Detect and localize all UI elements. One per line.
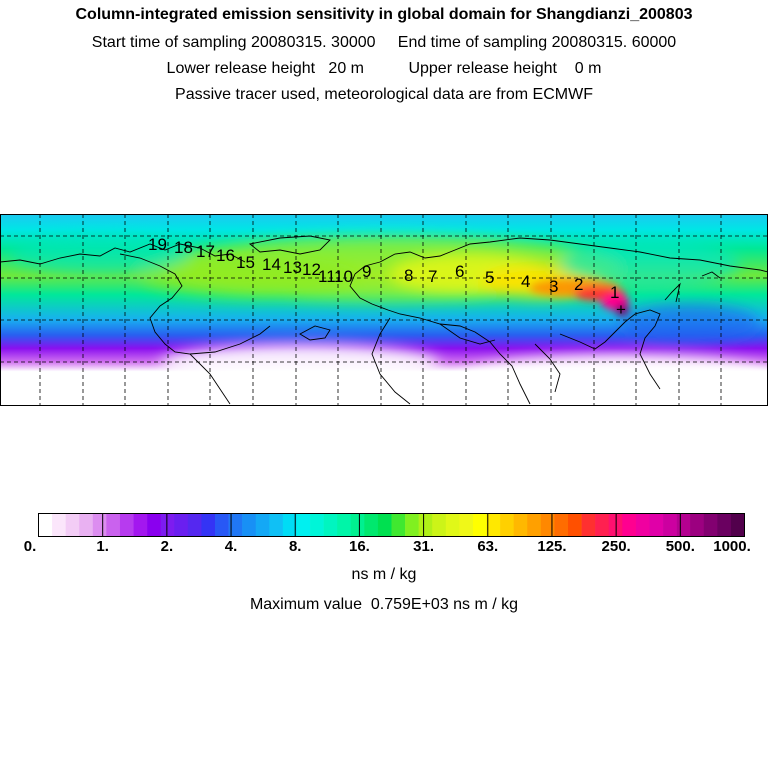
- colorbar-cell: [622, 513, 637, 537]
- colorbar-cell: [418, 513, 433, 537]
- colorbar-tick-label: 1.: [96, 538, 109, 555]
- colorbar-cell: [364, 513, 379, 537]
- receptor-marker: +: [616, 300, 626, 319]
- colorbar-cell: [472, 513, 487, 537]
- colorbar-cell: [581, 513, 596, 537]
- trajectory-label-17: 17: [196, 242, 215, 261]
- colorbar-tick-label: 8.: [288, 538, 302, 555]
- colorbar-cell: [242, 513, 257, 537]
- trajectory-label-2: 2: [574, 275, 583, 294]
- colorbar-cell: [459, 513, 474, 537]
- lat-lon-grid: [0, 214, 768, 406]
- colorbar-cell: [255, 513, 270, 537]
- colorbar: [38, 513, 745, 537]
- colorbar-cell: [513, 513, 528, 537]
- colorbar-cell: [690, 513, 705, 537]
- trajectory-label-4: 4: [521, 272, 530, 291]
- colorbar-cell: [269, 513, 284, 537]
- trajectory-label-15: 15: [236, 253, 255, 272]
- colorbar-tick-label: 31.: [413, 538, 435, 555]
- colorbar-cell: [635, 513, 650, 537]
- colorbar-cell: [350, 513, 365, 537]
- colorbar-cell: [228, 513, 243, 537]
- colorbar-cell: [540, 513, 555, 537]
- colorbar-cell: [703, 513, 718, 537]
- trajectory-label-14: 14: [262, 255, 281, 274]
- trajectory-label-19: 19: [148, 235, 167, 254]
- release-height-line: Lower release height 20 m Upper release …: [166, 60, 602, 77]
- colorbar-cell: [282, 513, 297, 537]
- trajectory-label-10: 10: [334, 267, 353, 286]
- colorbar-tick-label: 125.: [537, 538, 567, 555]
- colorbar-cell: [296, 513, 311, 537]
- high-sensitivity-plume: [530, 279, 629, 316]
- colorbar-cell: [527, 513, 542, 537]
- trajectory-label-11: 11: [318, 267, 336, 286]
- colorbar-unit: ns m / kg: [351, 566, 417, 583]
- colorbar-cell: [65, 513, 80, 537]
- colorbar-tick-label: 0.: [23, 538, 37, 555]
- maximum-value-text: Maximum value 0.759E+03 ns m / kg: [249, 596, 519, 613]
- colorbar-cell: [391, 513, 406, 537]
- colorbar-cell: [79, 513, 94, 537]
- trajectory-label-6: 6: [455, 262, 464, 281]
- colorbar-cell: [38, 513, 53, 537]
- plot-title: Column-integrated emission sensitivity i…: [75, 6, 693, 23]
- colorbar-cell: [663, 513, 677, 537]
- colorbar-cell: [337, 513, 352, 537]
- trajectory-label-3: 3: [549, 277, 558, 296]
- colorbar-cell: [717, 513, 732, 537]
- colorbar-tick-label: 1000.: [713, 538, 751, 555]
- colorbar-cell: [554, 513, 569, 537]
- colorbar-tick-label: 2.: [160, 538, 174, 555]
- colorbar-cell: [595, 513, 610, 537]
- colorbar-tick-label: 16.: [348, 538, 370, 555]
- colorbar-cell: [106, 513, 121, 537]
- colorbar-cell: [377, 513, 392, 537]
- colorbar-cell: [92, 513, 107, 537]
- colorbar-cell: [119, 513, 134, 537]
- tracer-info-line: Passive tracer used, meteorological data…: [175, 86, 593, 103]
- colorbar-cell: [187, 513, 202, 537]
- trajectory-label-7: 7: [428, 267, 437, 286]
- colorbar-cell: [160, 513, 175, 537]
- colorbar-cell: [147, 513, 161, 537]
- colorbar-cell: [201, 513, 216, 537]
- trajectory-label-8: 8: [404, 266, 413, 285]
- trajectory-label-9: 9: [362, 262, 371, 281]
- trajectory-label-18: 18: [174, 238, 193, 257]
- trajectory-label-12: 12: [302, 260, 321, 279]
- colorbar-cell: [445, 513, 460, 537]
- colorbar-cell: [486, 513, 501, 537]
- colorbar-cell: [405, 513, 419, 537]
- trajectory-label-5: 5: [485, 268, 494, 287]
- colorbar-cell: [215, 513, 229, 537]
- colorbar-cell: [500, 513, 514, 537]
- colorbar-cell: [174, 513, 189, 537]
- sampling-time-line: Start time of sampling 20080315. 30000 E…: [91, 34, 677, 51]
- colorbar-cell: [432, 513, 447, 537]
- trajectory-label-1: 1: [610, 283, 619, 302]
- colorbar-cell: [133, 513, 148, 537]
- trajectory-label-16: 16: [216, 246, 235, 265]
- trajectory-label-13: 13: [283, 258, 302, 277]
- sensitivity-field: [10, 234, 768, 403]
- colorbar-tick-label: 500.: [665, 538, 695, 555]
- colorbar-cell: [310, 513, 324, 537]
- colorbar-cell: [568, 513, 582, 537]
- colorbar-tick-label: 63.: [477, 538, 499, 555]
- colorbar-tick-label: 4.: [224, 538, 238, 555]
- colorbar-cell: [730, 513, 745, 537]
- colorbar-cell: [323, 513, 338, 537]
- colorbar-cell: [52, 513, 66, 537]
- colorbar-tick-label: 250.: [601, 538, 631, 555]
- colorbar-cell: [676, 513, 691, 537]
- colorbar-cell: [649, 513, 664, 537]
